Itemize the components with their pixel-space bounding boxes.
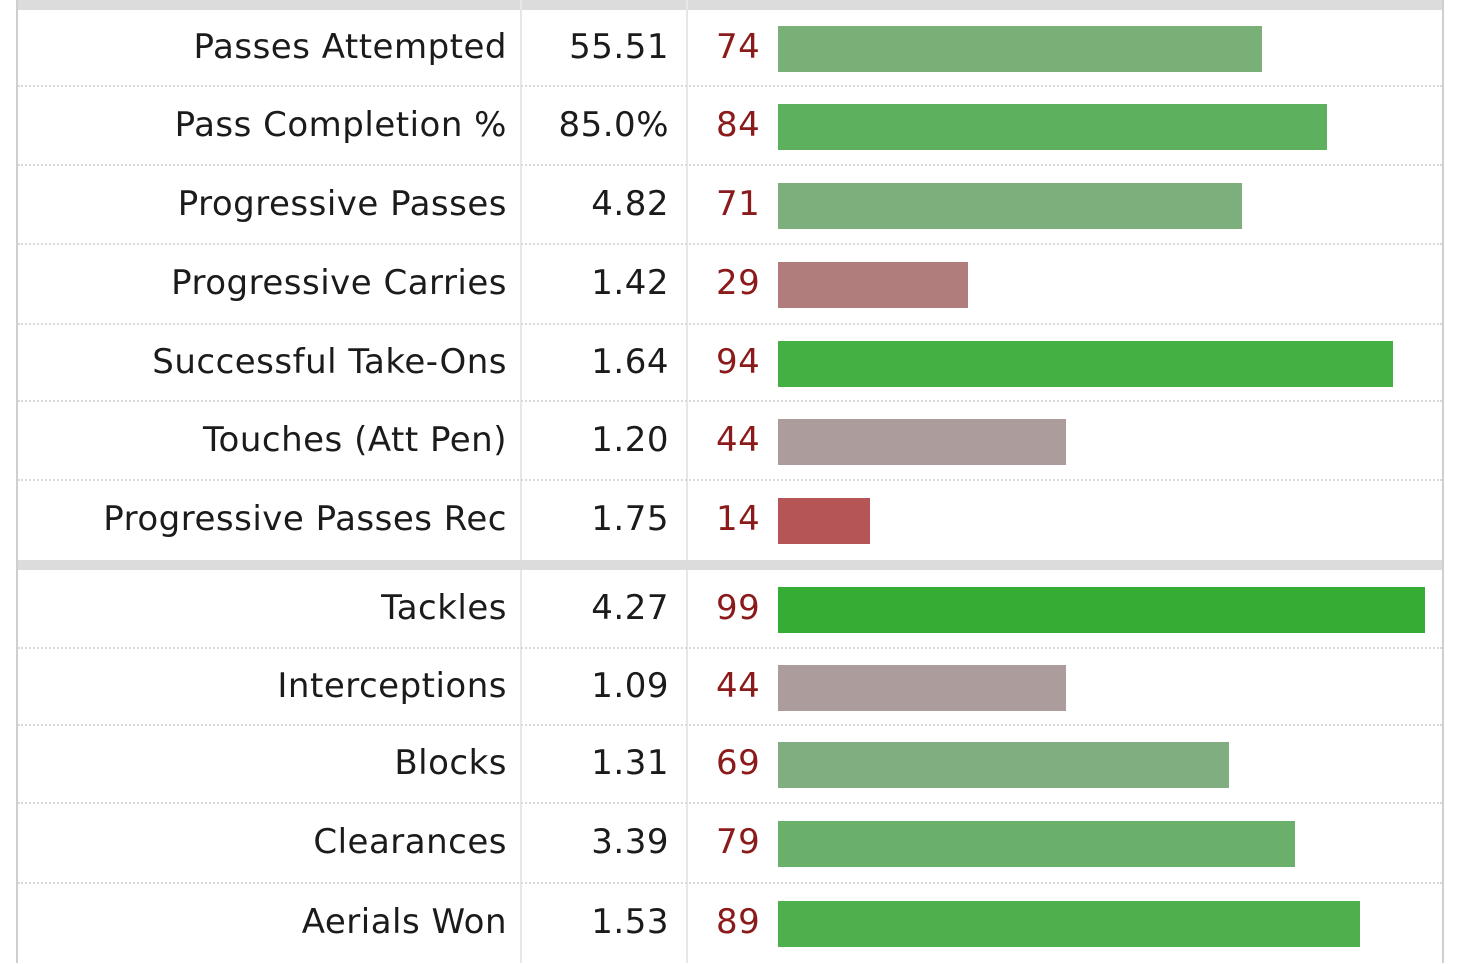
stat-value: 1.53	[591, 902, 669, 942]
percentile-label: 71	[716, 183, 761, 224]
stat-value: 1.20	[591, 419, 669, 460]
column-divider-value	[520, 0, 522, 963]
percentile-label: 69	[716, 743, 761, 783]
percentile-bar	[778, 26, 1262, 72]
row-separator	[18, 243, 1442, 245]
percentile-label: 94	[716, 341, 761, 382]
percentile-label: 44	[716, 665, 761, 706]
stat-label: Clearances	[313, 822, 507, 862]
stat-row: Clearances 3.39 79	[18, 804, 1442, 884]
stat-row: Passes Attempted 55.51 74	[18, 10, 1442, 87]
stat-value: 1.64	[591, 341, 669, 382]
stat-label: Blocks	[394, 743, 507, 783]
row-separator	[18, 802, 1442, 804]
percentile-bar	[778, 742, 1229, 788]
stat-label: Pass Completion %	[174, 104, 507, 145]
stat-label: Progressive Passes	[177, 183, 507, 224]
percentile-bar	[778, 341, 1393, 387]
row-separator	[18, 323, 1442, 325]
percentile-bar	[778, 262, 968, 308]
stat-label: Interceptions	[277, 665, 507, 706]
stat-label: Touches (Att Pen)	[203, 419, 507, 460]
stat-value: 1.09	[591, 665, 669, 706]
percentile-label: 74	[716, 26, 761, 67]
stat-label: Progressive Carries	[171, 263, 507, 303]
row-separator	[18, 400, 1442, 402]
stat-row: Touches (Att Pen) 1.20 44	[18, 402, 1442, 481]
row-separator	[18, 479, 1442, 481]
percentile-label: 84	[716, 104, 761, 145]
stat-value: 85.0%	[558, 104, 669, 145]
stat-row: Pass Completion % 85.0% 84	[18, 87, 1442, 166]
stat-value: 3.39	[591, 822, 669, 862]
percentile-label: 89	[716, 902, 761, 942]
percentile-bar	[778, 183, 1242, 229]
percentile-bar	[778, 419, 1066, 465]
stat-row: Progressive Passes 4.82 71	[18, 166, 1442, 245]
percentile-bar	[778, 665, 1066, 711]
stat-value: 1.42	[591, 263, 669, 303]
percentile-bar	[778, 901, 1360, 947]
stat-value: 4.82	[591, 183, 669, 224]
stat-value: 1.75	[591, 498, 669, 539]
row-separator	[18, 85, 1442, 87]
stat-value: 55.51	[569, 26, 669, 67]
stat-row: Aerials Won 1.53 89	[18, 884, 1442, 964]
stat-label: Passes Attempted	[193, 26, 507, 67]
percentile-bar	[778, 104, 1327, 150]
row-separator	[18, 882, 1442, 884]
stat-label: Progressive Passes Rec	[103, 498, 507, 539]
stat-value: 1.31	[591, 743, 669, 783]
scouting-report-table: Passes Attempted 55.51 74 Pass Completion %…	[16, 0, 1444, 963]
percentile-bar	[778, 587, 1425, 633]
stat-row: Progressive Passes Rec 1.75 14	[18, 481, 1442, 560]
stat-row: Blocks 1.31 69	[18, 726, 1442, 804]
row-separator	[18, 647, 1442, 649]
column-divider-percentile	[686, 0, 688, 963]
section-divider	[18, 560, 1442, 570]
percentile-label: 99	[716, 587, 761, 628]
stat-value: 4.27	[591, 587, 669, 628]
percentile-bar	[778, 821, 1295, 867]
stat-row: Progressive Carries 1.42 29	[18, 245, 1442, 325]
stat-label: Successful Take-Ons	[152, 341, 507, 382]
stat-row: Successful Take-Ons 1.64 94	[18, 325, 1442, 402]
percentile-bar	[778, 498, 870, 544]
percentile-label: 79	[716, 822, 761, 862]
row-separator	[18, 724, 1442, 726]
percentile-label: 14	[716, 498, 761, 539]
percentile-label: 44	[716, 419, 761, 460]
stat-row: Tackles 4.27 99	[18, 570, 1442, 649]
stat-label: Aerials Won	[301, 902, 507, 942]
percentile-label: 29	[716, 263, 761, 303]
top-header-bar	[18, 0, 1442, 10]
stat-label: Tackles	[381, 587, 507, 628]
stat-row: Interceptions 1.09 44	[18, 649, 1442, 726]
row-separator	[18, 164, 1442, 166]
